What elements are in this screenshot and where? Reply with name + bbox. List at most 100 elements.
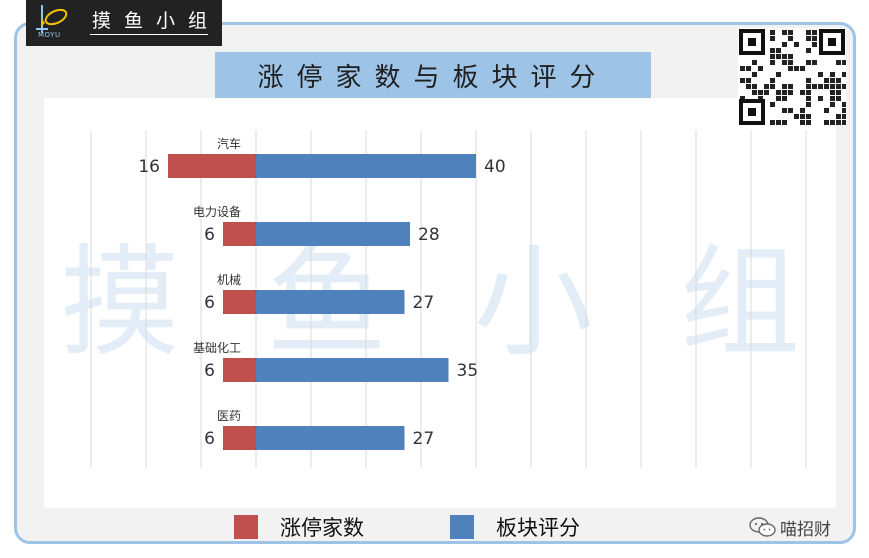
qr-module [782,90,787,95]
qr-module [740,96,745,101]
legend-item-limit-up: 涨停家数 [234,512,364,542]
qr-module [818,96,823,101]
category-label: 汽车 [217,136,241,151]
qr-module [836,78,841,83]
qr-module [842,120,846,125]
bar-sector-score [256,290,405,314]
bar-limit-up [223,426,256,450]
qr-module [776,96,781,101]
qr-module [770,102,775,107]
fish-logo-icon [36,5,68,33]
qr-module [800,108,805,113]
qr-module [752,90,757,95]
qr-module [824,78,829,83]
logo-subtitle: MOYU [38,31,61,39]
qr-module [770,120,775,125]
data-label-sector-score: 27 [413,429,435,449]
qr-module [794,114,799,119]
chart-title: 涨停家数与板块评分 [215,52,651,98]
bar-sector-score [256,222,410,246]
qr-module [842,84,846,89]
qr-module [788,66,793,71]
qr-module [782,108,787,113]
category-label: 基础化工 [193,341,241,355]
data-label-limit-up: 6 [204,429,215,449]
qr-module [770,54,775,59]
logo-underline [90,34,208,35]
qr-module [746,84,751,89]
qr-module [770,36,775,41]
qr-module [836,60,841,65]
qr-module [788,30,793,35]
qr-module [782,60,787,65]
credit-label: 喵招财 [780,519,831,540]
data-label-sector-score: 40 [484,157,506,177]
bar-sector-score [256,154,476,178]
qr-module [836,114,841,119]
logo: MOYU 摸鱼小组 [26,0,222,46]
data-label-sector-score: 28 [418,225,440,245]
category-label: 机械 [217,272,241,287]
qr-module [752,84,757,89]
qr-module [812,60,817,65]
qr-module [806,30,811,35]
qr-module [776,48,781,53]
qr-module [800,114,805,119]
qr-module [782,84,787,89]
qr-module [830,72,835,77]
qr-module [764,84,769,89]
qr-module [740,78,745,83]
qr-module [830,96,835,101]
qr-module [788,84,793,89]
qr-module [836,120,841,125]
qr-module [782,42,787,47]
qr-module [830,90,835,95]
qr-module [758,96,763,101]
qr-module [770,60,775,65]
qr-module [758,66,763,71]
logo-name: 摸鱼小组 [92,10,221,32]
qr-module [758,90,763,95]
qr-module [770,78,775,83]
qr-module [800,120,805,125]
legend-swatch-sector-score [450,515,474,539]
qr-module [770,30,775,35]
data-label-limit-up: 16 [138,157,160,177]
qr-module [746,66,751,71]
qr-module [842,114,846,119]
qr-module [788,108,793,113]
qr-module [740,66,745,71]
qr-module [824,84,829,89]
qr-module [830,78,835,83]
qr-module [788,90,793,95]
qr-module [746,78,751,83]
wechat-icon [749,517,776,537]
qr-module [818,72,823,77]
legend-label-sector-score: 板块评分 [496,516,580,540]
qr-module [818,84,823,89]
qr-module [842,108,846,113]
qr-module [812,30,817,35]
qr-module [830,120,835,125]
qr-module [788,54,793,59]
data-label-sector-score: 35 [457,361,479,381]
qr-code-icon [738,28,846,126]
qr-module [812,42,817,47]
qr-module [806,36,811,41]
qr-module [800,90,805,95]
qr-module [812,36,817,41]
bar-limit-up [223,290,256,314]
qr-module [806,60,811,65]
bar-limit-up [223,358,256,382]
qr-module [782,30,787,35]
qr-module [806,114,811,119]
qr-module [812,84,817,89]
qr-module [776,72,781,77]
qr-module [794,42,799,47]
qr-module [752,72,757,77]
qr-module [824,120,829,125]
qr-module [842,102,846,107]
bar-sector-score [256,358,449,382]
category-label: 电力设备 [193,205,241,219]
